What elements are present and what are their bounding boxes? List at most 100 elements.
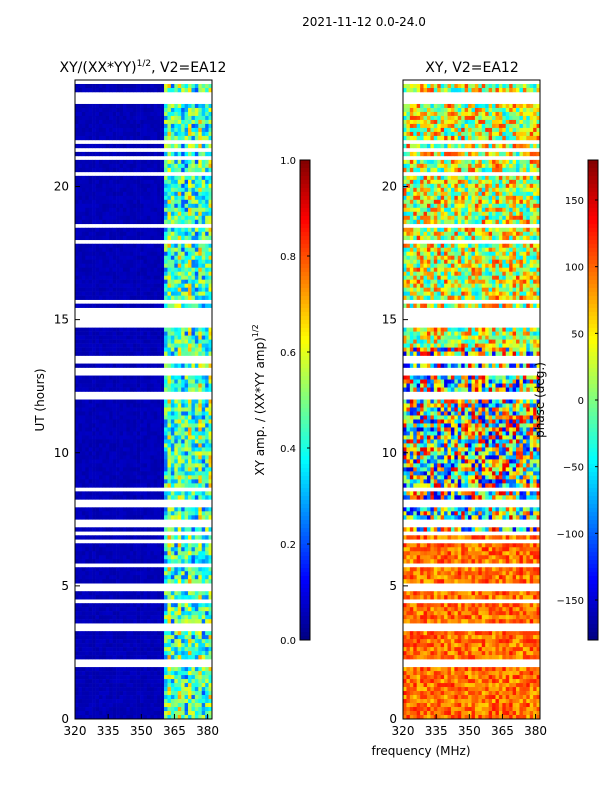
left-heatmap-cell [208, 119, 213, 125]
left-heatmap-cell [92, 291, 96, 296]
left-colorbar-segment [300, 320, 310, 325]
left-heatmap-cell [112, 507, 117, 512]
left-heatmap-cell [194, 163, 199, 169]
left-heatmap-cell [150, 227, 155, 233]
left-heatmap-cell [133, 603, 137, 608]
left-heatmap-cell [188, 455, 192, 460]
left-heatmap-cell [160, 255, 165, 261]
left-heatmap-cell [167, 619, 172, 624]
left-heatmap-cell [112, 363, 117, 368]
left-heatmap-cell [157, 543, 161, 548]
left-heatmap-cell [129, 403, 134, 408]
left-heatmap-cell [85, 83, 89, 89]
left-heatmap-cell [92, 107, 96, 113]
left-heatmap-cell [122, 439, 127, 444]
left-heatmap-cell [188, 451, 192, 456]
left-heatmap-cell [150, 639, 155, 644]
left-heatmap-cell [160, 535, 165, 540]
left-heatmap-cell [140, 247, 144, 253]
left-heatmap-cell [143, 607, 148, 612]
left-heatmap-cell [133, 115, 137, 121]
left-heatmap-cell [184, 151, 189, 157]
left-heatmap-cell [119, 475, 124, 480]
left-heatmap-cell [105, 515, 110, 520]
left-heatmap-cell [177, 115, 182, 121]
left-heatmap-cell [150, 335, 155, 340]
left-heatmap-cell [160, 691, 165, 696]
left-heatmap-cell [160, 363, 165, 368]
left-heatmap-cell [150, 387, 155, 392]
left-heatmap-cell [85, 647, 89, 652]
left-heatmap-cell [112, 463, 117, 468]
left-heatmap-cell [191, 251, 196, 257]
left-heatmap-cell [191, 407, 196, 412]
left-heatmap-cell [205, 435, 209, 440]
left-heatmap-cell [160, 199, 165, 205]
left-heatmap-cell [188, 259, 192, 265]
left-heatmap-cell [143, 179, 148, 185]
left-heatmap-cell [150, 207, 155, 213]
left-heatmap-cell [75, 187, 79, 193]
left-heatmap-cell [170, 543, 175, 548]
left-heatmap-cell [184, 403, 189, 408]
left-heatmap-cell [164, 243, 168, 249]
left-heatmap-cell [191, 687, 196, 692]
left-heatmap-cell [92, 191, 96, 197]
left-heatmap-cell [188, 435, 192, 440]
left-heatmap-cell [81, 455, 86, 460]
left-heatmap-cell [181, 263, 185, 268]
left-heatmap-cell [75, 643, 79, 648]
left-heatmap-cell [143, 287, 148, 292]
left-heatmap-cell [122, 679, 127, 684]
left-heatmap-cell [129, 219, 134, 225]
left-heatmap-cell [85, 671, 89, 676]
left-heatmap-cell [177, 575, 182, 580]
left-heatmap-cell [122, 411, 127, 416]
left-heatmap-cell [146, 691, 151, 696]
left-heatmap-cell [112, 283, 117, 288]
left-heatmap-cell [75, 167, 79, 173]
left-heatmap-cell [177, 559, 182, 564]
left-heatmap-cell [157, 243, 161, 249]
left-heatmap-cell [112, 195, 117, 201]
left-heatmap-cell [191, 675, 196, 680]
left-heatmap-cell [205, 247, 209, 253]
left-heatmap-cell [102, 267, 107, 272]
left-heatmap-cell [170, 411, 175, 416]
left-heatmap-cell [184, 591, 189, 596]
left-heatmap-cell [184, 615, 189, 620]
left-heatmap-cell [194, 643, 199, 648]
left-heatmap-cell [188, 187, 192, 193]
left-heatmap-cell [98, 127, 103, 133]
left-heatmap-cell [167, 591, 172, 596]
left-heatmap-cell [164, 467, 168, 472]
left-heatmap-cell [88, 443, 93, 448]
left-heatmap-cell [201, 451, 206, 456]
left-heatmap-cell [160, 283, 165, 288]
left-heatmap-cell [157, 475, 161, 480]
left-heatmap-cell [95, 575, 100, 580]
left-heatmap-cell [88, 339, 93, 344]
left-heatmap-cell [116, 227, 120, 233]
left-heatmap-cell [95, 467, 100, 472]
left-heatmap-cell [140, 675, 144, 680]
left-heatmap-cell [146, 483, 151, 488]
left-heatmap-cell [98, 411, 103, 416]
left-heatmap-cell [116, 611, 120, 616]
left-heatmap-cell [191, 607, 196, 612]
left-heatmap-cell [167, 119, 172, 125]
left-heatmap-cell [122, 107, 127, 113]
left-heatmap-cell [205, 183, 209, 189]
left-heatmap-cell [201, 295, 206, 300]
left-heatmap-cell [81, 411, 86, 416]
left-heatmap-cell [78, 295, 83, 300]
left-heatmap-cell [112, 547, 117, 552]
left-heatmap-cell [143, 631, 148, 636]
left-heatmap-cell [98, 443, 103, 448]
left-heatmap-cell [136, 411, 141, 416]
left-heatmap-cell [160, 479, 165, 484]
left-heatmap-cell [122, 167, 127, 173]
left-heatmap-cell [174, 447, 179, 452]
left-colorbar-segment [300, 288, 310, 293]
left-heatmap-cell [109, 575, 113, 580]
